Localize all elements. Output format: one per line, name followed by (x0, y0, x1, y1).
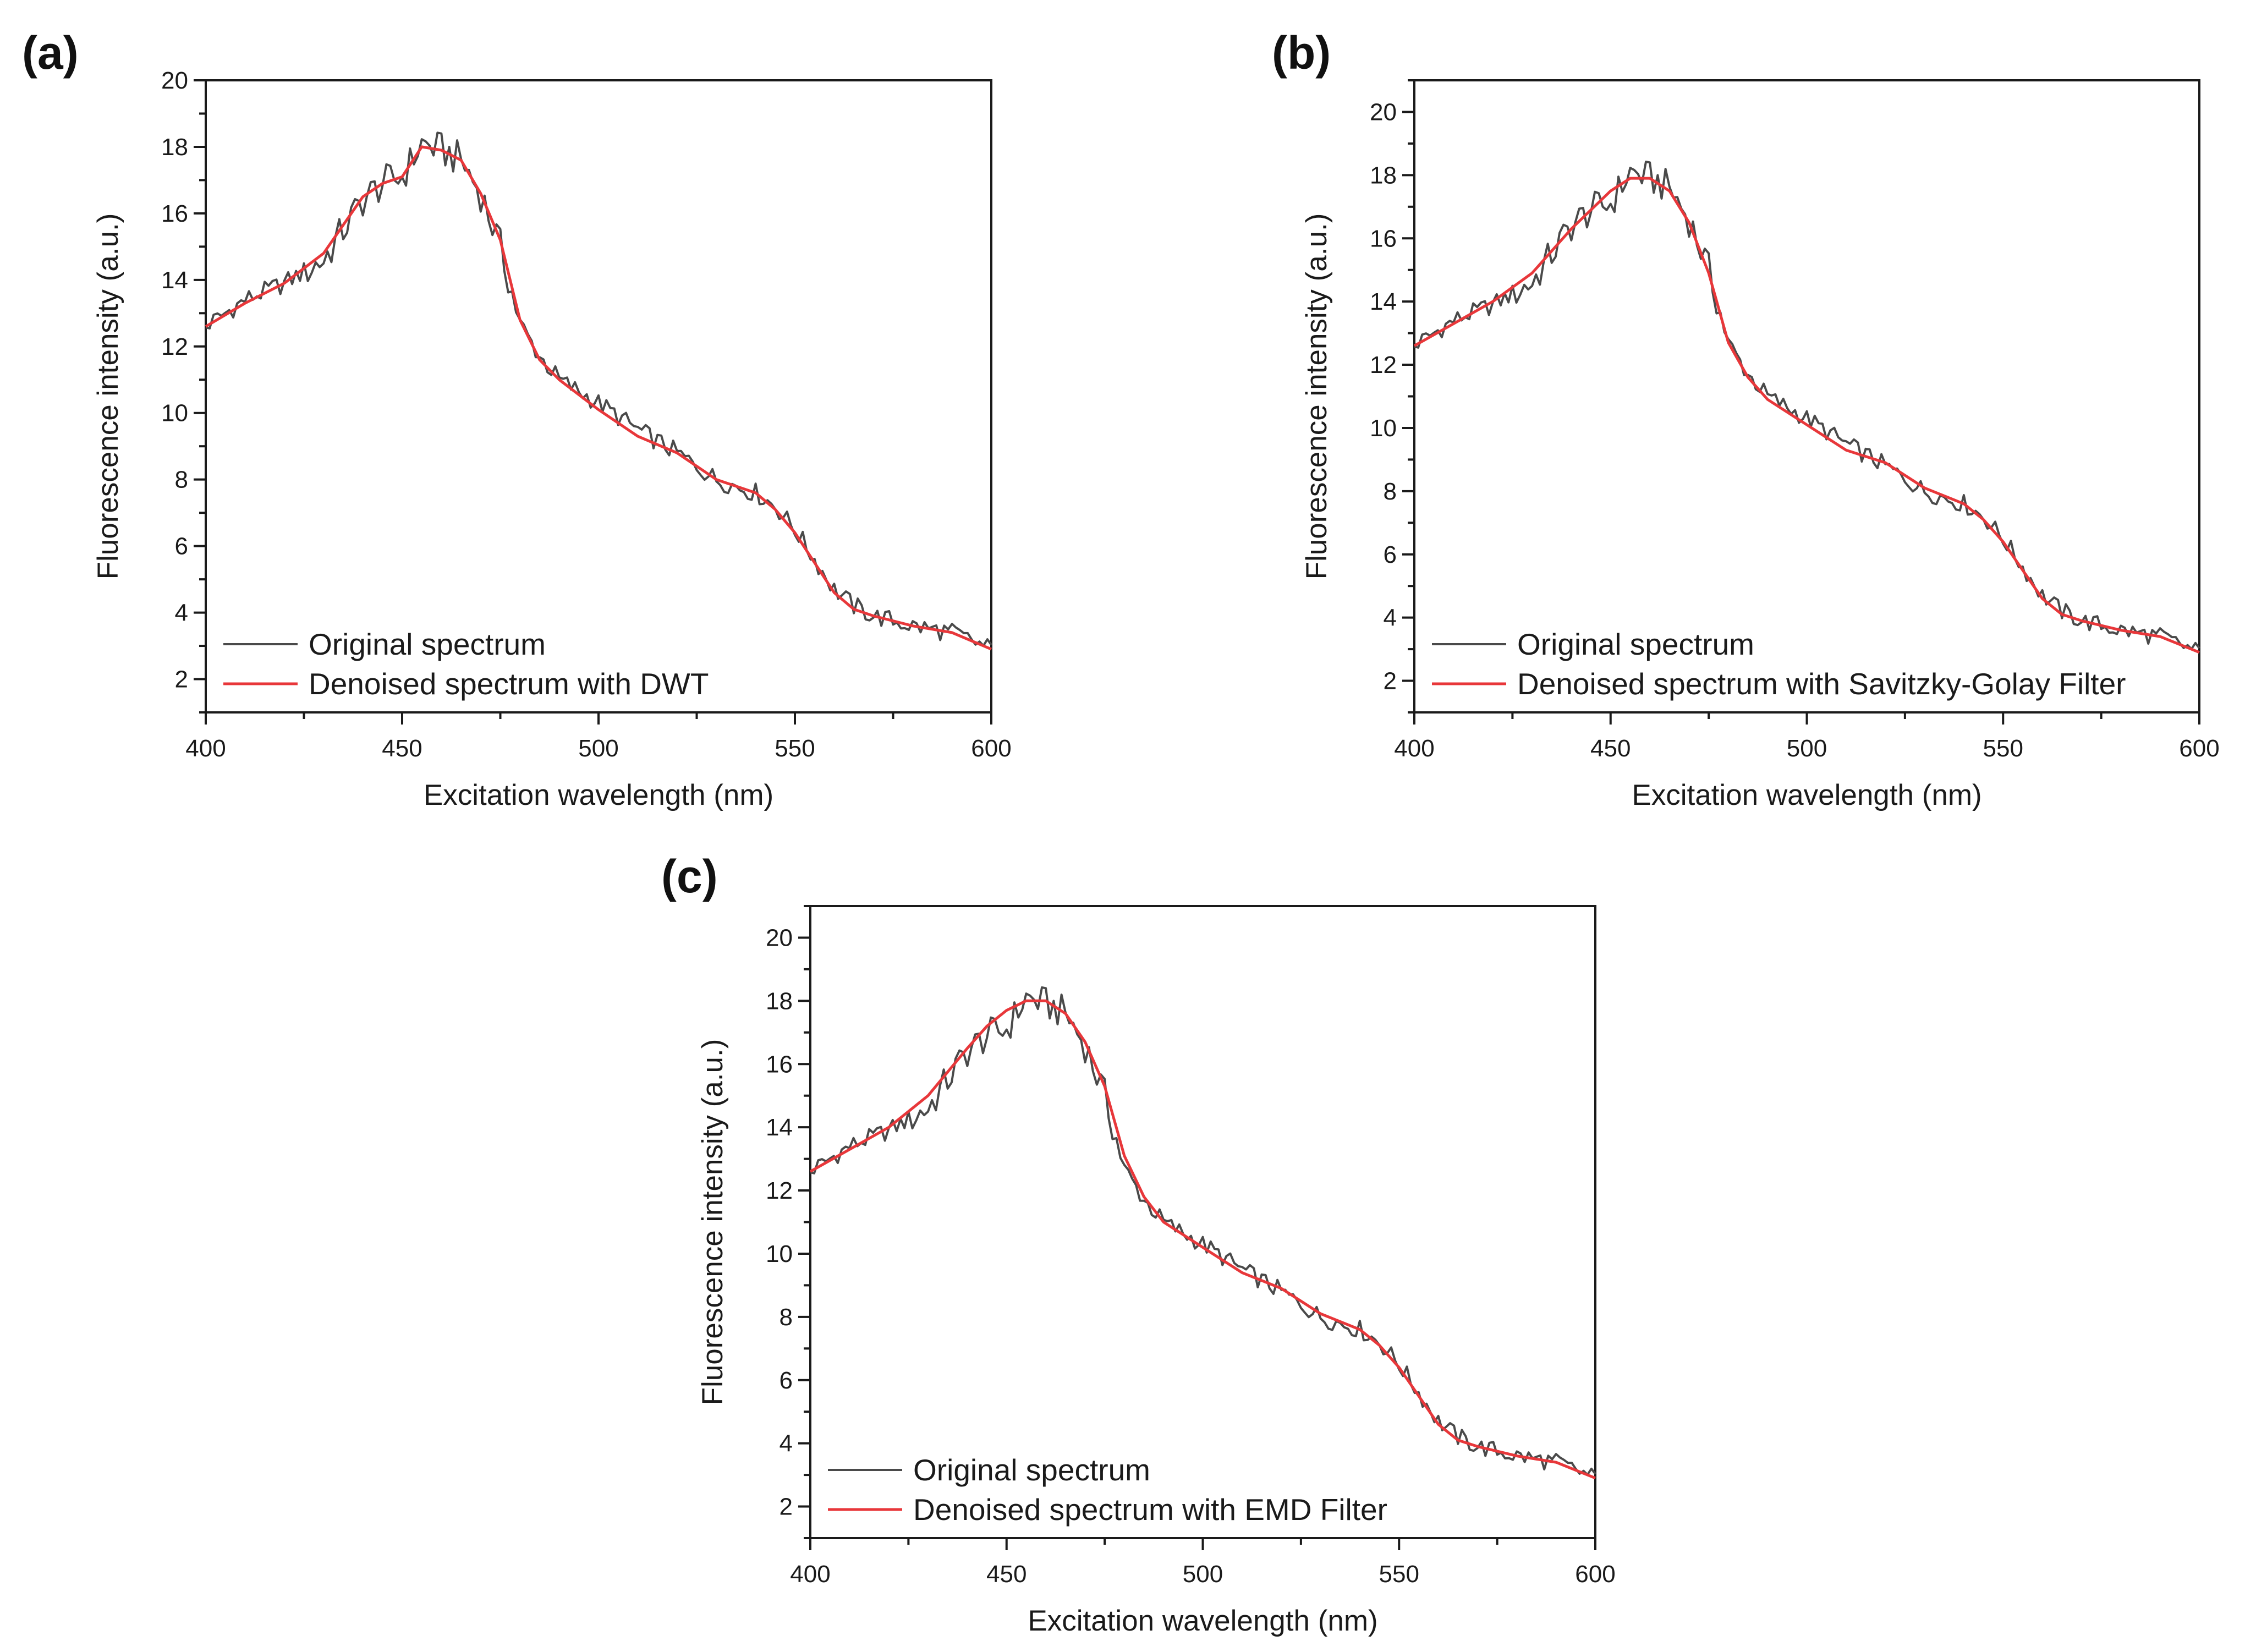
series-denoised-line (1413, 177, 2200, 654)
y-tick-label: 16 (161, 200, 188, 227)
series-denoised-line (205, 145, 992, 651)
y-tick-label: 14 (766, 1114, 793, 1141)
y-tick-label: 2 (1384, 668, 1397, 695)
x-axis-title: Excitation wavelength (nm) (1632, 779, 1981, 811)
series-denoised-line (809, 999, 1596, 1480)
y-axis-title: Fluorescence intensity (a.u.) (92, 213, 124, 580)
x-tick-label: 600 (2179, 735, 2219, 762)
y-tick-label: 8 (175, 466, 188, 493)
y-tick-label: 20 (1370, 98, 1397, 125)
y-tick-label: 2 (175, 666, 188, 693)
legend-label-original: Original spectrum (1517, 627, 1754, 661)
y-tick-label: 6 (1384, 541, 1397, 568)
plot-frame (1413, 79, 2200, 714)
panel-label-b: (b) (1272, 27, 1331, 79)
y-tick-label: 10 (766, 1241, 793, 1267)
x-tick-label: 500 (1183, 1561, 1223, 1588)
y-tick-label: 8 (1384, 478, 1397, 505)
y-axis-title: Fluorescence intensity (a.u.) (696, 1039, 729, 1406)
chart-c: 400 450 500 550 600 2 4 6 8 10 12 14 16 18 20 Excitatio… (696, 905, 1616, 1637)
y-tick-label: 16 (1370, 225, 1397, 252)
y-tick-label: 20 (161, 67, 188, 94)
y-tick-label: 18 (1370, 162, 1397, 189)
y-tick-label: 12 (1370, 352, 1397, 378)
legend-label-denoised: Denoised spectrum with Savitzky-Golay Fi… (1517, 667, 2126, 701)
x-tick-label: 400 (790, 1561, 830, 1588)
x-tick-label: 600 (971, 735, 1011, 762)
series-original-line (1414, 161, 2200, 650)
series-original-line (205, 131, 992, 647)
x-tick-label: 400 (1394, 735, 1434, 762)
y-tick-label: 4 (1384, 605, 1397, 632)
x-tick-label: 550 (775, 735, 815, 762)
y-tick-label: 2 (780, 1494, 793, 1521)
y-tick-label: 16 (766, 1051, 793, 1078)
x-tick-label: 500 (578, 735, 618, 762)
series-original-line (810, 986, 1596, 1476)
y-tick-label: 18 (766, 987, 793, 1014)
x-tick-label: 600 (1575, 1561, 1615, 1588)
panel-label-c: (c) (661, 850, 718, 902)
legend-label-original: Original spectrum (913, 1453, 1150, 1487)
y-tick-label: 10 (1370, 415, 1397, 442)
x-axis-title: Excitation wavelength (nm) (1028, 1605, 1377, 1637)
y-tick-label: 20 (766, 924, 793, 951)
y-tick-label: 8 (780, 1304, 793, 1331)
legend-label-denoised: Denoised spectrum with DWT (309, 667, 709, 701)
x-tick-label: 500 (1787, 735, 1827, 762)
x-tick-label: 550 (1379, 1561, 1419, 1588)
x-tick-label: 450 (382, 735, 422, 762)
y-tick-label: 14 (161, 267, 188, 294)
x-tick-label: 450 (986, 1561, 1027, 1588)
y-axis-title: Fluorescence intensity (a.u.) (1300, 213, 1333, 580)
x-tick-label: 450 (1590, 735, 1631, 762)
chart-a: 400 450 500 550 600 2 4 6 8 10 12 14 16 18 20 Excitatio… (92, 67, 1012, 811)
legend-label-original: Original spectrum (309, 627, 546, 661)
y-tick-label: 12 (766, 1177, 793, 1204)
x-tick-label: 550 (1983, 735, 2023, 762)
y-tick-label: 18 (161, 134, 188, 161)
y-tick-label: 4 (780, 1430, 793, 1457)
chart-b: 400 450 500 550 600 2 4 6 8 10 12 14 16 18 20 Excitatio… (1300, 79, 2220, 811)
plot-frame (809, 905, 1596, 1539)
y-tick-label: 12 (161, 333, 188, 360)
x-tick-label: 400 (185, 735, 226, 762)
y-tick-label: 4 (175, 600, 188, 627)
y-tick-label: 10 (161, 400, 188, 427)
legend-label-denoised: Denoised spectrum with EMD Filter (913, 1492, 1387, 1527)
panel-label-a: (a) (22, 27, 79, 79)
y-tick-label: 6 (780, 1367, 793, 1394)
y-tick-label: 14 (1370, 288, 1397, 315)
x-axis-title: Excitation wavelength (nm) (424, 779, 773, 811)
y-tick-label: 6 (175, 533, 188, 560)
